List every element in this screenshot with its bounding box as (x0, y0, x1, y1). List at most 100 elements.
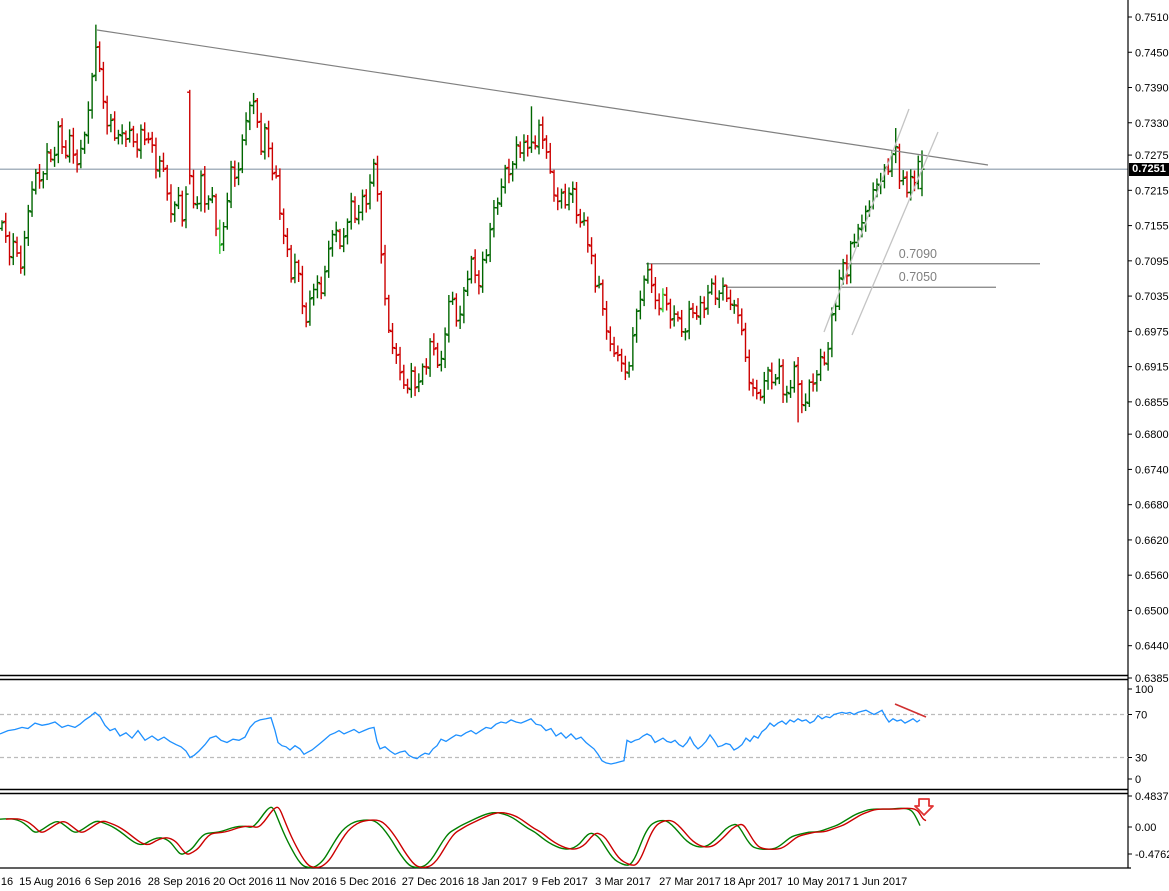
ohlc-bar (506, 158, 512, 184)
date-label[interactable]: 28 Sep 2016 (148, 876, 210, 888)
date-label[interactable]: 18 Apr 2017 (723, 876, 782, 888)
ohlc-bar (190, 169, 197, 209)
ohlc-bar (175, 186, 182, 210)
ohlc-bar (483, 249, 490, 264)
ohlc-bar (637, 290, 643, 320)
ohlc-bar (577, 208, 583, 228)
ohlc-bar (70, 127, 76, 164)
ohlc-bar (115, 129, 122, 145)
level-label-7090[interactable]: 0.7090 (898, 247, 937, 261)
price-axis-label: 0.7330 (1135, 118, 1169, 130)
date-label[interactable]: 11 Nov 2016 (275, 876, 337, 888)
ohlc-bar (438, 350, 444, 372)
date-label[interactable]: 27 Mar 2017 (659, 876, 721, 888)
ohlc-bar (119, 124, 125, 145)
rsi-level-label: 100 (1135, 684, 1153, 696)
ohlc-bar (29, 181, 35, 217)
ohlc-bar (318, 276, 324, 300)
ohlc-bar (495, 197, 501, 215)
ohlc-bar (386, 294, 392, 333)
ohlc-bar (675, 311, 681, 322)
ohlc-bar (799, 380, 805, 414)
ohlc-bar (389, 322, 396, 355)
ohlc-bar (18, 245, 24, 274)
ohlc-bar (397, 346, 403, 381)
date-label[interactable]: 18 Jan 2017 (467, 876, 528, 888)
date-label[interactable]: 16 (1, 876, 13, 888)
ohlc-bar (296, 259, 302, 282)
date-label[interactable]: 20 Oct 2016 (213, 876, 273, 888)
ohlc-bar (108, 113, 114, 133)
ohlc-bar (645, 262, 651, 284)
price-axis-label: 0.7215 (1135, 185, 1169, 197)
ohlc-bar (243, 112, 249, 146)
ohlc-bar (0, 220, 5, 231)
ohlc-bar (157, 155, 163, 178)
ohlc-bar (277, 168, 283, 220)
ohlc-bar (618, 348, 625, 372)
ohlc-bar (761, 371, 767, 404)
ohlc-bar (540, 116, 546, 149)
date-label[interactable]: 10 May 2017 (787, 876, 851, 888)
ohlc-bar (461, 286, 467, 324)
channel-line-2[interactable] (851, 131, 939, 336)
date-label[interactable]: 6 Sep 2016 (85, 876, 141, 888)
ohlc-bar (566, 187, 572, 211)
ohlc-bar (551, 169, 557, 202)
ohlc-bar (344, 218, 351, 245)
ohlc-bar (258, 112, 264, 155)
price-axis-label: 0.6560 (1135, 570, 1169, 582)
date-label[interactable]: 15 Aug 2016 (19, 876, 81, 888)
ohlc-bar (179, 190, 185, 227)
ohlc-bar (127, 121, 133, 143)
ohlc-bar (735, 298, 741, 324)
price-axis-label: 0.7095 (1135, 256, 1169, 268)
date-label[interactable]: 1 Jun 2017 (853, 876, 907, 888)
ohlc-bar (870, 182, 876, 210)
ohlc-bar (63, 140, 69, 159)
channel-line-1[interactable] (823, 108, 910, 333)
ohlc-bar (630, 327, 636, 371)
ohlc-bar (311, 283, 317, 306)
ohlc-bar (592, 253, 598, 293)
ohlc-bar (78, 139, 84, 169)
ohlc-bar (791, 361, 797, 393)
ohlc-bar (664, 287, 670, 311)
ohlc-bar (739, 308, 745, 336)
date-label[interactable]: 3 Mar 2017 (595, 876, 651, 888)
price-axis-label: 0.6740 (1135, 464, 1169, 476)
ohlc-bar (581, 212, 587, 226)
price-axis-label: 0.6855 (1135, 397, 1169, 409)
ohlc-bar (97, 41, 103, 73)
ohlc-bar (517, 141, 523, 158)
ohlc-bar (742, 322, 749, 362)
ohlc-bar (322, 265, 328, 297)
ohlc-bar (634, 308, 640, 343)
ohlc-bar (750, 378, 756, 397)
ohlc-bar (513, 136, 520, 169)
ohlc-bar (821, 351, 827, 366)
ohlc-bar (622, 355, 628, 381)
level-label-7050[interactable]: 0.7050 (898, 270, 937, 284)
price-axis-label: 0.6440 (1135, 641, 1169, 653)
ohlc-bar (543, 135, 550, 159)
rsi-divergence-line[interactable] (894, 703, 927, 718)
price-axis-label: 0.6500 (1135, 605, 1169, 617)
ohlc-bar (427, 338, 433, 377)
ohlc-bar (442, 327, 448, 369)
date-label[interactable]: 5 Dec 2016 (340, 876, 396, 888)
price-axis-label: 0.7390 (1135, 83, 1169, 95)
ohlc-bar (130, 125, 137, 148)
rsi-level-label: 0 (1135, 774, 1141, 786)
date-label[interactable]: 27 Dec 2016 (402, 876, 464, 888)
ohlc-bar (626, 361, 632, 378)
ohlc-bar (269, 142, 275, 181)
ohlc-bar (51, 146, 58, 167)
osc-level-label: 0.4837 (1135, 791, 1169, 803)
ohlc-bar (547, 142, 553, 174)
trendline-descending[interactable] (96, 29, 989, 166)
sell-arrow-icon[interactable] (914, 798, 934, 816)
date-label[interactable]: 9 Feb 2017 (532, 876, 588, 888)
ohlc-bar (314, 275, 321, 299)
